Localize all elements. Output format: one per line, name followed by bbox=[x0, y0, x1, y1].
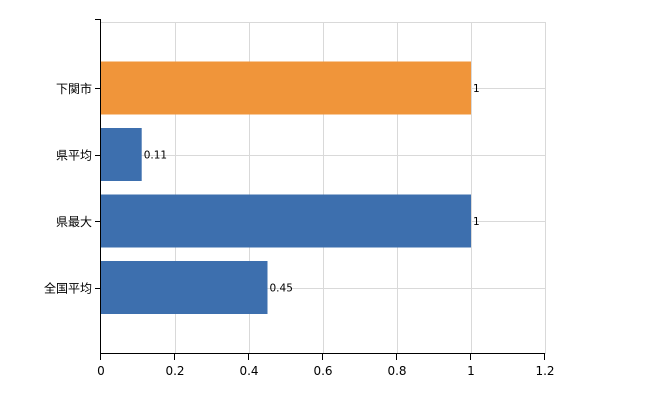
bar-2 bbox=[101, 128, 142, 181]
y-tick-label: 県最大 bbox=[56, 215, 92, 229]
y-tick-label: 県平均 bbox=[56, 149, 92, 163]
x-tick-label: 0 bbox=[97, 364, 105, 378]
y-tick-label: 下関市 bbox=[56, 81, 92, 96]
value-label: 0.45 bbox=[270, 283, 293, 295]
x-tick-label: 0.2 bbox=[165, 364, 184, 378]
value-label: 1 bbox=[473, 83, 480, 95]
x-tick-label: 0.8 bbox=[387, 364, 406, 378]
x-tick-label: 0.6 bbox=[313, 364, 332, 378]
x-tick-label: 0.4 bbox=[239, 364, 258, 378]
value-label: 0.11 bbox=[144, 150, 167, 162]
x-tick-label: 1 bbox=[467, 364, 475, 378]
bar-1 bbox=[101, 61, 471, 115]
y-tick-label: 全国平均 bbox=[44, 281, 92, 296]
bar-3 bbox=[101, 194, 471, 248]
x-tick-label: 1.2 bbox=[535, 364, 554, 378]
value-label: 1 bbox=[473, 216, 480, 228]
bar-4 bbox=[101, 261, 268, 314]
